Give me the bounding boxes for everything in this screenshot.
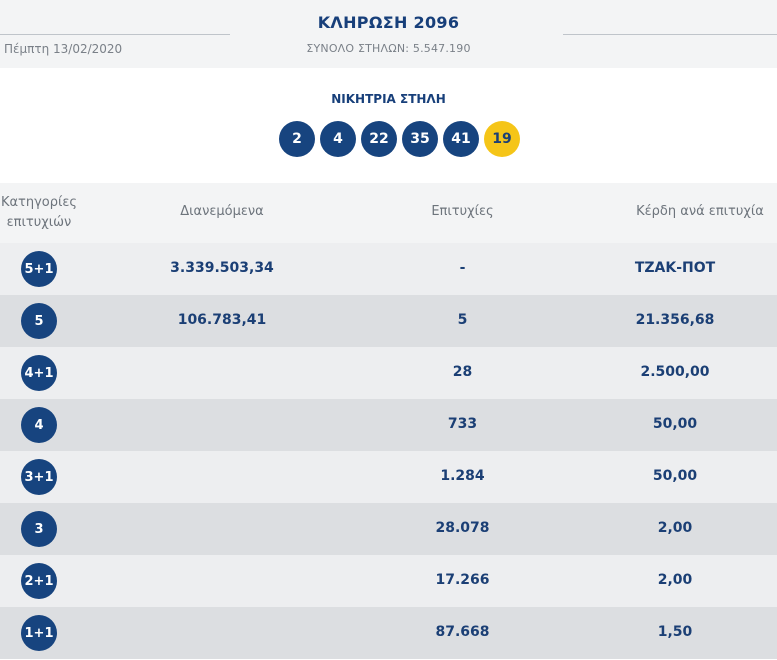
prize-per-winner: 21.356,68 bbox=[635, 312, 715, 328]
winning-number-ball: 4 bbox=[320, 121, 356, 157]
draw-header: ΚΛΗΡΩΣΗ 2096 Πέμπτη 13/02/2020 ΣΥΝΟΛΟ ΣΤ… bbox=[0, 0, 777, 68]
category-badge: 3 bbox=[21, 511, 57, 547]
table-row: 3 28.078 2,00 bbox=[0, 503, 777, 555]
draw-date: Πέμπτη 13/02/2020 bbox=[4, 42, 123, 56]
winners-count: 733 bbox=[447, 416, 478, 432]
distributed-amount: 106.783,41 bbox=[177, 312, 267, 328]
winners-count: - bbox=[459, 260, 466, 276]
category-badge: 4 bbox=[21, 407, 57, 443]
winning-number-ball: 22 bbox=[361, 121, 397, 157]
category-badge: 1+1 bbox=[21, 615, 57, 651]
winning-number-ball: 2 bbox=[279, 121, 315, 157]
table-row: 1+1 87.668 1,50 bbox=[0, 607, 777, 659]
prize-per-winner: 1,50 bbox=[657, 624, 693, 640]
table-row: 4 733 50,00 bbox=[0, 399, 777, 451]
category-badge: 4+1 bbox=[21, 355, 57, 391]
category-badge: 3+1 bbox=[21, 459, 57, 495]
category-badge: 5 bbox=[21, 303, 57, 339]
table-row: 4+1 28 2.500,00 bbox=[0, 347, 777, 399]
winners-count: 5 bbox=[457, 312, 468, 328]
winners-count: 28.078 bbox=[435, 520, 490, 536]
joker-number-ball: 19 bbox=[484, 121, 520, 157]
prize-per-winner: 50,00 bbox=[652, 416, 698, 432]
winning-number-ball: 35 bbox=[402, 121, 438, 157]
winning-number-ball: 41 bbox=[443, 121, 479, 157]
winners-count: 28 bbox=[452, 364, 473, 380]
category-badge: 2+1 bbox=[21, 563, 57, 599]
header-divider-right bbox=[563, 34, 777, 35]
winning-line-label: ΝΙΚΗΤΡΙΑ ΣΤΗΛΗ bbox=[331, 92, 446, 106]
prize-per-winner: 2.500,00 bbox=[640, 364, 710, 380]
category-badge: 5+1 bbox=[21, 251, 57, 287]
distributed-amount: 3.339.503,34 bbox=[170, 260, 274, 276]
column-header-winners: Επιτυχίες bbox=[431, 204, 494, 219]
table-row: 2+1 17.266 2,00 bbox=[0, 555, 777, 607]
column-header-category-line2: επιτυχιών bbox=[6, 215, 72, 230]
prize-per-winner: 2,00 bbox=[657, 572, 693, 588]
winners-count: 87.668 bbox=[435, 624, 490, 640]
prize-per-winner: ΤΖΑΚ-ΠΟΤ bbox=[634, 260, 716, 276]
table-row: 5+1 3.339.503,34 - ΤΖΑΚ-ΠΟΤ bbox=[0, 243, 777, 295]
table-row: 5 106.783,41 5 21.356,68 bbox=[0, 295, 777, 347]
column-header-category-line1: Κατηγορίες bbox=[0, 195, 78, 210]
draw-title: ΚΛΗΡΩΣΗ 2096 bbox=[317, 13, 460, 32]
column-header-category: Κατηγορίες επιτυχιών bbox=[0, 193, 78, 233]
results-table-header: Κατηγορίες επιτυχιών Διανεμόμενα Επιτυχί… bbox=[0, 183, 777, 243]
total-columns: ΣΥΝΟΛΟ ΣΤΗΛΩΝ: 5.547.190 bbox=[306, 42, 471, 55]
column-header-prize: Κέρδη ανά επιτυχία bbox=[636, 204, 764, 219]
winners-count: 1.284 bbox=[440, 468, 485, 484]
winners-count: 17.266 bbox=[435, 572, 490, 588]
prize-per-winner: 50,00 bbox=[652, 468, 698, 484]
prize-per-winner: 2,00 bbox=[657, 520, 693, 536]
column-header-distributed: Διανεμόμενα bbox=[180, 204, 264, 219]
table-row: 3+1 1.284 50,00 bbox=[0, 451, 777, 503]
header-divider-left bbox=[0, 34, 230, 35]
